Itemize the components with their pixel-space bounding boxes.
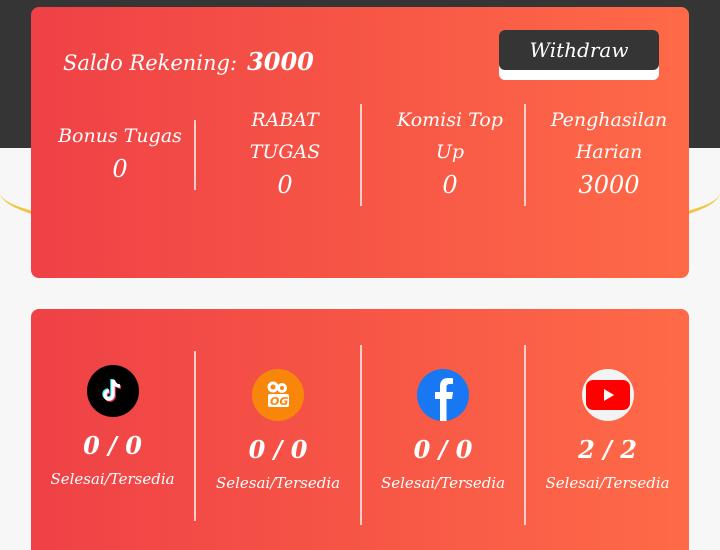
balance-card: Saldo Rekening: 3000 Withdraw Bonus Tugas… — [31, 7, 689, 278]
stat-value: 3000 — [578, 171, 640, 199]
facebook-icon — [417, 369, 469, 421]
task-sub: Selesai/Tersedia — [50, 470, 175, 488]
divider — [524, 345, 526, 525]
task-count: 2 / 2 — [578, 435, 637, 464]
stat-value: 0 — [277, 171, 293, 199]
tiktok-icon — [86, 365, 139, 417]
divider — [360, 345, 362, 525]
balance-separator: : — [230, 51, 238, 75]
stat-label: Penghasilan Harian — [550, 109, 668, 163]
platform-youtube[interactable]: 2 / 2 Selesai/Tersedia — [526, 369, 689, 492]
stat-komisi-top-up: Komisi Top Up 0 — [381, 104, 519, 202]
divider — [194, 351, 196, 521]
balance-value: 3000 — [247, 47, 314, 76]
task-count: 0 / 0 — [248, 435, 308, 464]
stat-rabat-tugas: RABAT TUGAS 0 — [231, 104, 339, 202]
balance: Saldo Rekening: 3000 — [63, 47, 314, 76]
platform-tiktok[interactable]: 0 / 0 Selesai/Tersedia — [31, 365, 194, 488]
platform-facebook[interactable]: 0 / 0 Selesai/Tersedia — [362, 369, 524, 492]
task-sub: Selesai/Tersedia — [545, 474, 670, 492]
divider — [524, 104, 526, 206]
stat-label: Bonus Tugas — [58, 125, 182, 147]
task-count: 0 / 0 — [83, 431, 142, 460]
platform-tasks-card: 0 / 0 Selesai/Tersedia OG 0 / 0 Selesai/… — [31, 309, 689, 550]
stat-label: Komisi Top Up — [397, 109, 503, 163]
platform-kuaishou[interactable]: OG 0 / 0 Selesai/Tersedia — [196, 369, 360, 492]
withdraw-button[interactable]: Withdraw — [499, 30, 659, 80]
stat-bonus-tugas: Bonus Tugas 0 — [45, 120, 195, 186]
task-sub: Selesai/Tersedia — [215, 474, 341, 492]
stat-penghasilan-harian: Penghasilan Harian 3000 — [533, 104, 685, 202]
stat-value: 0 — [112, 155, 128, 183]
task-count: 0 / 0 — [413, 435, 473, 464]
divider — [360, 104, 362, 206]
stat-value: 0 — [442, 171, 458, 199]
task-sub: Selesai/Tersedia — [380, 474, 506, 492]
svg-text:OG: OG — [270, 395, 288, 408]
withdraw-label: Withdraw — [499, 30, 659, 70]
divider — [194, 120, 196, 190]
youtube-icon — [581, 369, 634, 421]
stat-label: RABAT TUGAS — [249, 109, 321, 163]
kuaishou-icon: OG — [252, 369, 304, 421]
balance-label: Saldo Rekening — [63, 51, 230, 75]
